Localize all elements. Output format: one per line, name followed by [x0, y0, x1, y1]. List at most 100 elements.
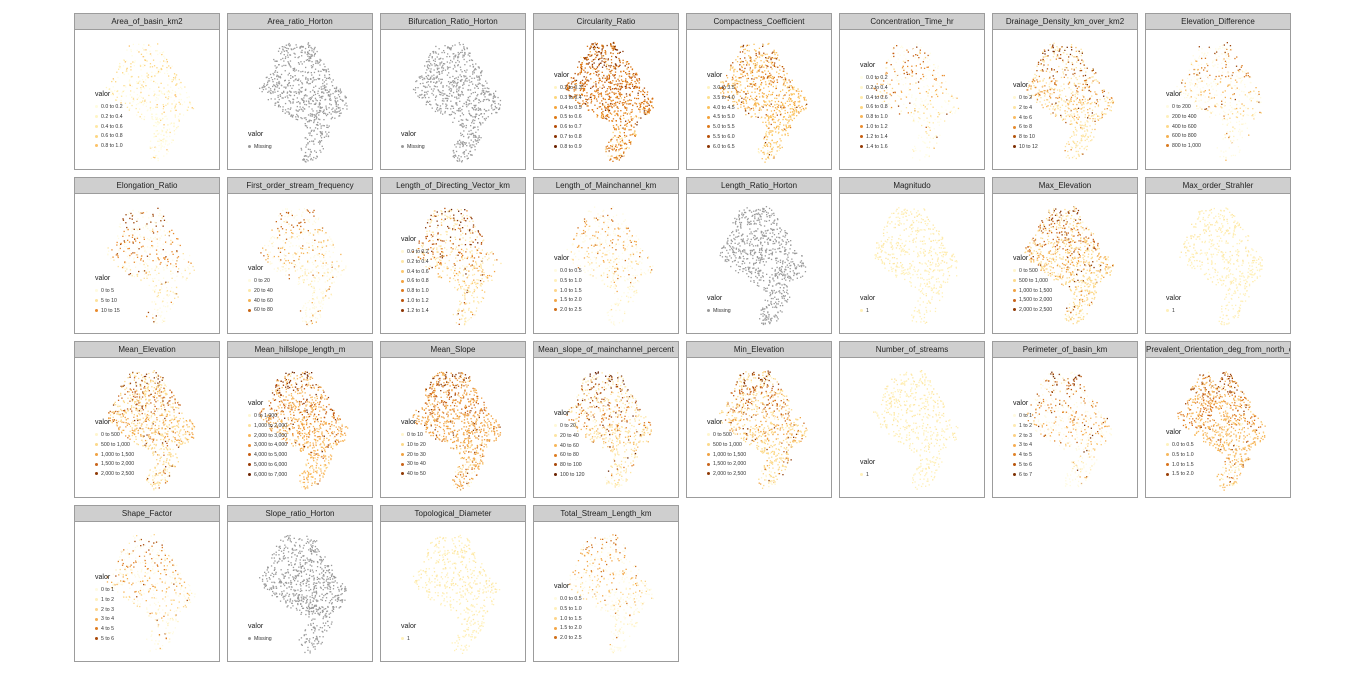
basin-cell [334, 117, 336, 119]
basin-cell [1087, 136, 1089, 138]
basin-cell [1037, 92, 1039, 94]
basin-cell [325, 113, 327, 115]
basin-cell [905, 83, 907, 85]
basin-cell [290, 77, 292, 79]
basin-cell [915, 65, 917, 67]
basin-cell [152, 107, 154, 110]
basin-cell [307, 52, 309, 54]
legend-label: 4.5 to 5.0 [713, 114, 735, 121]
basin-cell [1195, 72, 1197, 74]
basin-cell [1088, 89, 1090, 92]
basin-cell [302, 159, 304, 161]
basin-cell [646, 91, 649, 93]
basin-cell [793, 114, 795, 116]
basin-cell [464, 80, 466, 82]
basin-cell [940, 112, 942, 114]
basin-cell [163, 146, 165, 148]
basin-cell [589, 54, 591, 56]
basin-cell [277, 94, 279, 97]
basin-cell [926, 104, 928, 106]
basin-cell [1198, 72, 1201, 74]
basin-cell [435, 103, 437, 105]
basin-cell [309, 140, 311, 143]
basin-cell [890, 56, 893, 58]
basin-cell [739, 51, 741, 53]
basin-cell [738, 77, 741, 79]
basin-cell [434, 99, 437, 101]
basin-cell [633, 130, 636, 132]
basin-cell [759, 89, 761, 91]
basin-cell [1094, 101, 1096, 104]
basin-cell [597, 70, 599, 72]
basin-cell [1111, 99, 1114, 101]
basin-cell [732, 66, 734, 68]
basin-cell [278, 104, 280, 106]
basin-cell [744, 67, 746, 70]
basin-cell [154, 146, 156, 148]
basin-cell [610, 44, 612, 46]
basin-cell [773, 76, 775, 79]
basin-cell [625, 123, 627, 126]
basin-cell [471, 77, 473, 79]
basin-cell [739, 91, 741, 93]
basin-cell [441, 78, 443, 80]
basin-cell [766, 138, 768, 141]
basin-cell [461, 49, 463, 51]
basin-cell [301, 82, 303, 84]
basin-cell [437, 104, 439, 106]
basin-cell [452, 150, 454, 152]
basin-cell [761, 82, 763, 84]
basin-cell [938, 85, 940, 87]
basin-cell [1222, 71, 1224, 73]
basin-cell [456, 91, 458, 93]
basin-cell [1086, 130, 1089, 132]
basin-cell [635, 115, 637, 117]
basin-cell [1045, 55, 1047, 57]
basin-cell [763, 153, 765, 155]
basin-cell [469, 55, 471, 57]
basin-cell [140, 96, 143, 98]
basin-cell [619, 82, 621, 85]
basin-cell [588, 98, 590, 100]
basin-cell [497, 96, 499, 99]
basin-cell [924, 142, 926, 144]
basin-cell [607, 103, 609, 106]
basin-cell [740, 89, 743, 91]
basin-cell [1074, 95, 1076, 98]
basin-cell [286, 111, 288, 113]
basin-cell [614, 135, 616, 137]
basin-cell [1075, 157, 1077, 160]
basin-cell [914, 103, 916, 105]
basin-cell [477, 83, 479, 85]
basin-cell [901, 91, 903, 93]
basin-cell [586, 62, 588, 65]
basin-cell [158, 94, 161, 96]
basin-cell [1091, 109, 1094, 111]
basin-cell [313, 120, 315, 122]
basin-cell [1252, 97, 1254, 99]
basin-cell [933, 146, 935, 148]
basin-cell [934, 118, 936, 121]
basin-cell [1098, 115, 1100, 117]
basin-cell [1069, 123, 1071, 125]
basin-cell [1090, 131, 1092, 134]
basin-cell [1076, 56, 1078, 58]
basin-cell [472, 92, 474, 94]
basin-cell [150, 55, 153, 57]
basin-cell [270, 76, 273, 79]
basin-cell [319, 58, 321, 61]
basin-cell [339, 109, 341, 111]
legend-item: 0.3 to 0.4 [554, 94, 582, 104]
basin-cell [612, 49, 614, 51]
basin-cell [339, 88, 341, 90]
basin-cell [597, 96, 600, 98]
basin-cell [1190, 82, 1192, 84]
legend-item: 3.5 to 4.0 [707, 94, 735, 104]
basin-cell [176, 127, 178, 129]
basin-cell [329, 99, 331, 101]
basin-cell [948, 100, 950, 102]
basin-cell [299, 102, 301, 104]
basin-cell [329, 78, 331, 80]
basin-cell [430, 70, 432, 72]
basin-cell [944, 88, 946, 90]
